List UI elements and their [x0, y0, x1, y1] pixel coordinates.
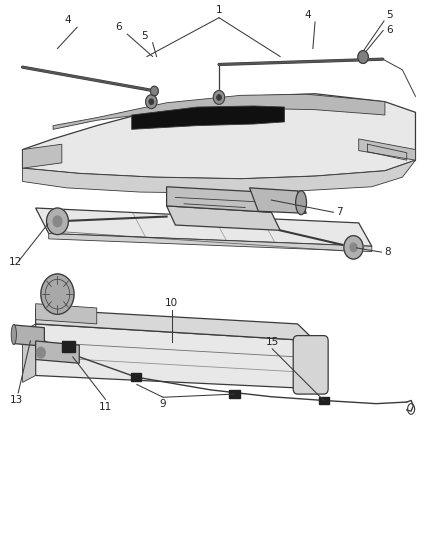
- Circle shape: [217, 95, 221, 100]
- Text: 7: 7: [336, 207, 343, 217]
- Circle shape: [150, 86, 158, 96]
- Polygon shape: [53, 94, 385, 130]
- Bar: [131, 373, 141, 381]
- Polygon shape: [35, 304, 97, 324]
- Ellipse shape: [296, 191, 307, 215]
- Polygon shape: [35, 341, 79, 364]
- Circle shape: [36, 348, 45, 358]
- Polygon shape: [359, 139, 416, 160]
- Text: 15: 15: [265, 337, 279, 348]
- Text: 10: 10: [165, 298, 178, 308]
- Circle shape: [46, 208, 68, 235]
- Polygon shape: [35, 309, 315, 341]
- Text: 9: 9: [160, 399, 166, 409]
- Polygon shape: [49, 233, 372, 252]
- Polygon shape: [166, 187, 272, 212]
- Circle shape: [53, 216, 62, 227]
- Polygon shape: [22, 324, 35, 382]
- Polygon shape: [132, 106, 285, 130]
- Text: 4: 4: [305, 10, 311, 20]
- Circle shape: [350, 243, 357, 252]
- Text: 5: 5: [141, 31, 148, 41]
- Polygon shape: [250, 188, 306, 213]
- Circle shape: [358, 51, 368, 63]
- Polygon shape: [22, 160, 416, 193]
- Polygon shape: [35, 208, 372, 246]
- Circle shape: [149, 99, 153, 104]
- Circle shape: [213, 91, 225, 104]
- FancyBboxPatch shape: [293, 336, 328, 394]
- Text: 6: 6: [116, 22, 122, 32]
- Text: 11: 11: [99, 401, 112, 411]
- Text: 13: 13: [10, 395, 23, 405]
- Circle shape: [146, 95, 157, 109]
- Bar: [318, 397, 329, 404]
- Polygon shape: [14, 325, 44, 346]
- Bar: [229, 390, 240, 398]
- Polygon shape: [35, 324, 315, 389]
- Bar: [62, 341, 75, 352]
- Ellipse shape: [11, 325, 16, 345]
- Polygon shape: [22, 144, 62, 168]
- Circle shape: [344, 236, 363, 259]
- Text: 6: 6: [386, 26, 392, 36]
- Polygon shape: [22, 94, 416, 179]
- Text: 8: 8: [384, 247, 391, 257]
- Circle shape: [41, 274, 74, 314]
- Text: 12: 12: [9, 257, 22, 266]
- Text: 1: 1: [215, 5, 223, 15]
- Polygon shape: [166, 206, 280, 230]
- Text: 4: 4: [65, 15, 71, 25]
- Text: 5: 5: [386, 10, 392, 20]
